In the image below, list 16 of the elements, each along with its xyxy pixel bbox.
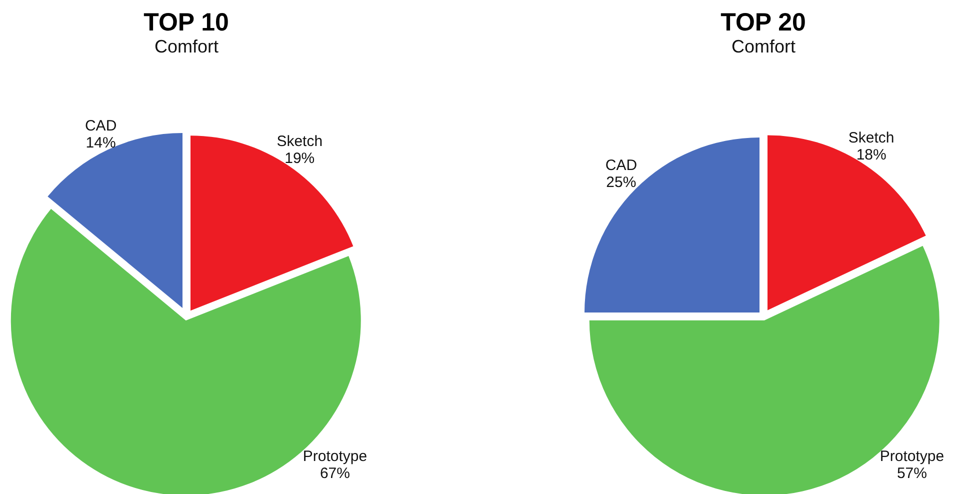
slice-label: Prototype xyxy=(880,448,944,465)
data-label: 19% xyxy=(284,150,315,168)
slice-label: CAD xyxy=(84,117,117,134)
chart-title: TOP 20 xyxy=(720,8,806,36)
data-label: 67% xyxy=(320,464,350,482)
chart-subtitle: Comfort xyxy=(731,36,796,56)
chart-title: TOP 10 xyxy=(144,8,229,36)
slice-label: CAD xyxy=(605,157,638,174)
data-label: 57% xyxy=(896,464,928,482)
data-label: 18% xyxy=(856,146,886,164)
data-label: 25% xyxy=(606,174,636,192)
slice-label: Sketch xyxy=(848,130,894,147)
slice-label: Prototype xyxy=(302,448,368,465)
data-label: 14% xyxy=(86,134,116,152)
chart-subtitle: Comfort xyxy=(154,36,219,56)
slice-label: Sketch xyxy=(276,133,323,150)
